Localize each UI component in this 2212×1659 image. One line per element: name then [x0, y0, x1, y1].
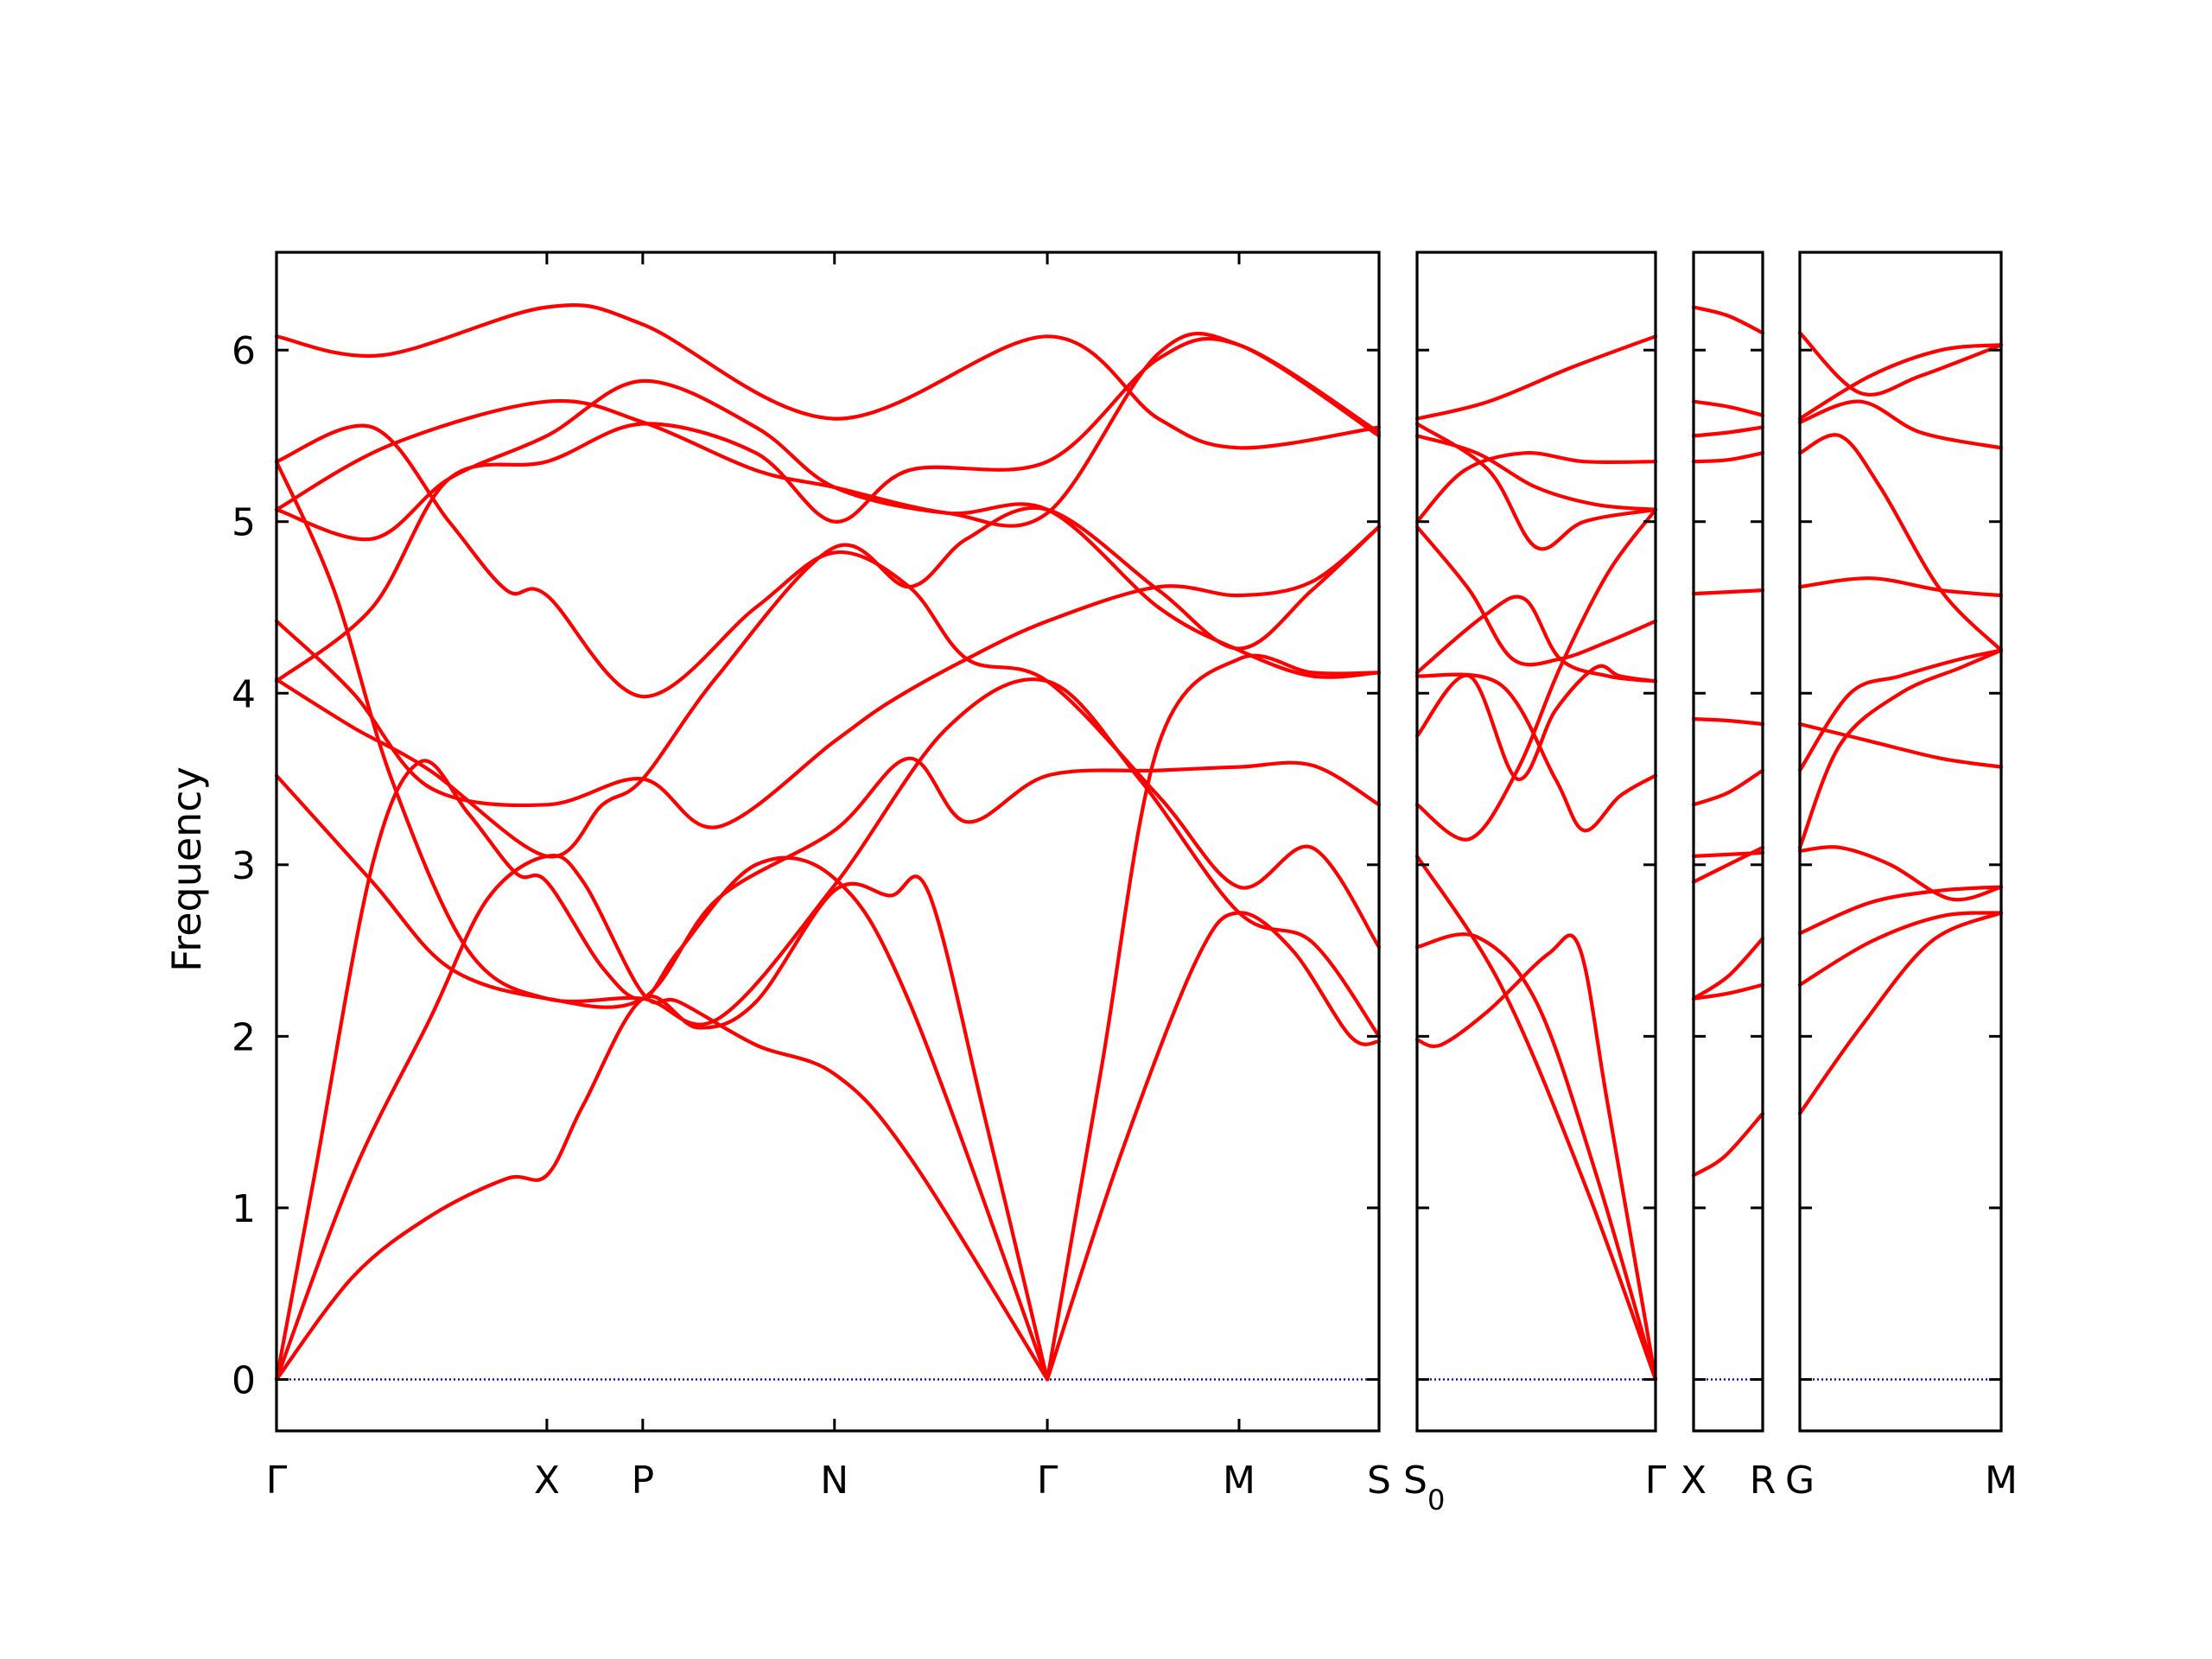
- band-curve-10: [274, 378, 1382, 679]
- band-curve-11: [1797, 343, 2004, 421]
- band-curve-12: [1691, 305, 1765, 335]
- band-curve-8: [1414, 524, 1658, 667]
- x-tick-label: M: [1223, 1459, 1255, 1503]
- band-curve-3: [1691, 982, 1765, 1001]
- band-curve-2: [1691, 937, 1765, 1001]
- band-curve-7: [1691, 716, 1765, 727]
- band-curve-1: [1797, 911, 2004, 1116]
- band-curve-7: [1414, 594, 1658, 683]
- x-tick-label: X: [1681, 1459, 1707, 1503]
- band-curve-11: [274, 423, 1382, 950]
- band-curve-6: [1691, 768, 1765, 807]
- x-tick-label: R: [1750, 1459, 1777, 1503]
- panel-1: Γ X P N Γ M S 0 1 2 3 4 5 6: [232, 251, 1391, 1503]
- band-curve-11: [1414, 422, 1658, 551]
- band-curve-11: [1691, 399, 1765, 417]
- band-curve-12: [274, 460, 1382, 1039]
- band-curve-3: [274, 759, 1050, 1382]
- panel-frame: [275, 251, 1381, 1433]
- band-curve-4: [1046, 911, 1382, 1382]
- band-curve-1: [1414, 854, 1658, 1382]
- x-tick-label: Γ: [1645, 1459, 1667, 1503]
- band-curve-14: [274, 302, 1382, 450]
- x-tick-label: S0: [1403, 1459, 1445, 1516]
- x-tick-label: M: [1985, 1459, 2018, 1503]
- band-curve-8: [274, 524, 1382, 830]
- band-curve-9: [1414, 451, 1658, 524]
- band-curve-10: [1797, 399, 2004, 450]
- band-curve-6: [1414, 672, 1658, 833]
- x-tick-label: X: [534, 1459, 560, 1503]
- band-curve-8: [1797, 576, 2004, 598]
- x-tick-label: Γ: [266, 1459, 288, 1503]
- panel-frame: [1798, 251, 2003, 1433]
- band-curve-10: [1691, 425, 1765, 438]
- y-tick-label: 0: [232, 1358, 256, 1402]
- band-curve-7: [274, 505, 1382, 859]
- x-tick-label: P: [632, 1459, 655, 1503]
- y-axis-label: Frequency: [163, 766, 210, 972]
- band-curve-9: [1691, 451, 1765, 464]
- band-curve-5: [1797, 648, 2004, 849]
- x-tick-label: S: [1367, 1459, 1391, 1503]
- band-curve-12: [1414, 334, 1658, 421]
- y-tick-label: 4: [232, 672, 256, 716]
- band-curve-5: [1046, 653, 1382, 1382]
- band-curve-1: [1691, 1111, 1765, 1178]
- x-tick-label: G: [1785, 1459, 1815, 1503]
- band-curve-5: [1414, 507, 1658, 842]
- band-curve-7: [1797, 721, 2004, 769]
- band-curve-9: [1797, 433, 2004, 652]
- band-curve-2: [1414, 932, 1658, 1382]
- band-curve-1: [274, 874, 1050, 1382]
- panel-frame: [1692, 251, 1764, 1433]
- band-curve-13: [274, 331, 1382, 528]
- y-tick-label: 2: [232, 1015, 256, 1059]
- y-tick-label: 3: [232, 844, 256, 888]
- band-curve-2: [1797, 911, 2004, 987]
- band-curve-8: [1691, 588, 1765, 596]
- band-curve-9: [274, 336, 1382, 683]
- band-curve-3: [1414, 933, 1658, 1382]
- y-tick-label: 1: [232, 1187, 256, 1231]
- band-curve-2: [274, 854, 1050, 1382]
- x-tick-label: N: [820, 1459, 849, 1503]
- y-tick-label: 6: [232, 329, 256, 373]
- band-curve-3: [1797, 885, 2004, 936]
- band-curve-12: [1797, 331, 2004, 397]
- band-curve-6: [1797, 648, 2004, 772]
- y-tick-label: 5: [232, 501, 256, 545]
- x-tick-label: Γ: [1037, 1459, 1058, 1503]
- band-curve-4: [1797, 845, 2004, 902]
- band-curve-6: [274, 756, 1382, 1009]
- panel-2: S0 Γ: [1403, 251, 1667, 1516]
- panel-frame: [1415, 251, 1657, 1433]
- band-curve-5: [1691, 850, 1765, 858]
